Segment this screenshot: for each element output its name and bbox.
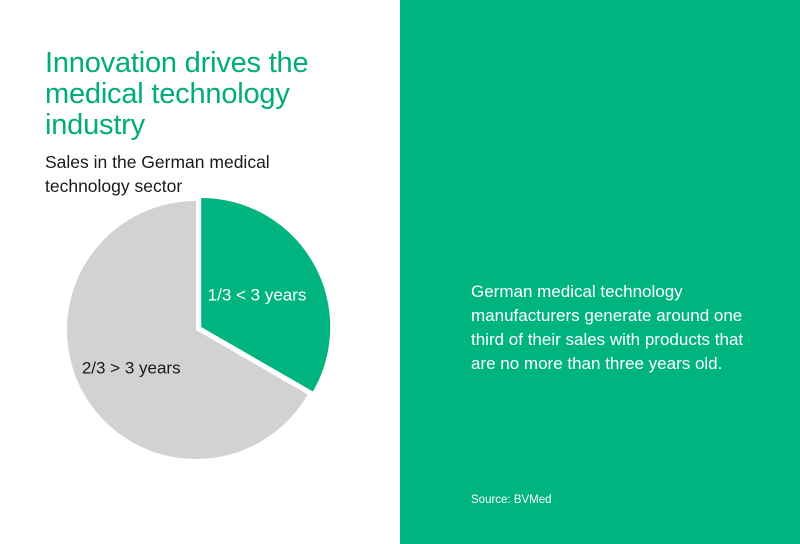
left-panel: Innovation drives the medical technology… [45,47,331,460]
source-note: Source: BVMed [471,494,552,506]
chart-subtitle: Sales in the German medical technology s… [45,152,270,196]
chart-title: Innovation drives the medical technology… [45,47,309,141]
right-panel [400,0,800,544]
description-text: German medical technology manufacturers … [471,282,744,373]
pie-slice-label-1: 1/3 < 3 years [208,286,307,305]
pie-slice-2 [66,201,308,460]
pie-chart: 1/3 < 3 years 2/3 > 3 years [66,197,331,460]
pie-slice-1 [201,197,331,392]
pie-slice-label-2: 2/3 > 3 years [82,358,181,377]
